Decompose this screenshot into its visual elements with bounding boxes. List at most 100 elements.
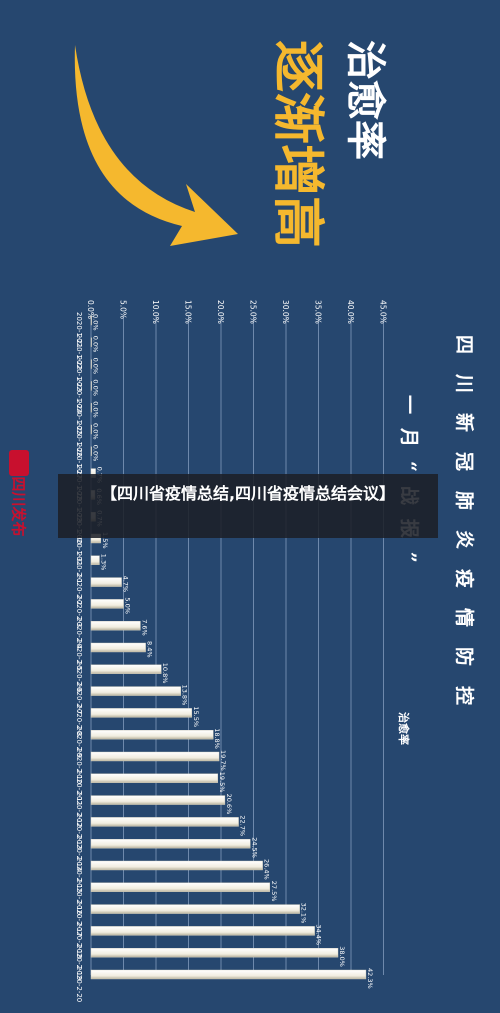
bar <box>90 555 100 565</box>
data-label: 20.6% <box>225 794 233 815</box>
category-label: 2020-1-25 <box>75 399 83 435</box>
banner-line-2: 逐渐增高 <box>267 40 328 248</box>
bar <box>90 424 92 435</box>
bar <box>90 948 339 958</box>
data-label: 4.7% <box>122 576 130 593</box>
category-label: 2020-2-1 <box>75 552 83 584</box>
category-label: 2020-2-4 <box>75 617 83 649</box>
banner: 治愈率 逐渐增高 <box>74 40 389 248</box>
category-label: 2020-1-21 <box>75 312 83 348</box>
data-label: 7.6% <box>140 619 148 636</box>
category-label: 2020-2-3 <box>75 595 83 627</box>
data-label: 38.0% <box>338 946 346 967</box>
bar <box>90 751 220 762</box>
bar <box>90 882 270 892</box>
bars <box>90 315 367 980</box>
category-label: 2020-2-20 <box>75 966 83 1002</box>
tick-label: 25.0% <box>249 300 258 324</box>
bar <box>90 773 218 783</box>
data-label: 27.5% <box>270 881 278 902</box>
data-label: 0.0% <box>92 336 100 353</box>
data-label: 26.4% <box>263 859 271 880</box>
brand-logo-icon <box>9 450 29 476</box>
category-label: 2020-2-18 <box>75 922 83 958</box>
bar <box>90 839 251 849</box>
category-label: 2020-2-8 <box>75 704 83 736</box>
bar <box>90 446 92 456</box>
headline-caption: 【四川省疫情总结,四川省疫情总结会议】 <box>58 474 438 538</box>
data-label: 0.0% <box>92 379 100 396</box>
category-label: 2020-2-10 <box>75 748 83 784</box>
bar <box>90 730 214 740</box>
data-label: 18.8% <box>213 728 221 749</box>
tick-label: 20.0% <box>216 300 225 324</box>
tick-label: 0.0% <box>86 300 95 319</box>
tick-label: 40.0% <box>346 300 355 324</box>
category-label: 2020-2-19 <box>75 944 83 980</box>
category-label: 2020-2-11 <box>75 770 83 806</box>
tick-label: 35.0% <box>314 300 323 324</box>
category-label: 2020-2-17 <box>75 901 83 937</box>
data-label: 1.3% <box>99 554 107 571</box>
data-label: 0.0% <box>92 314 100 331</box>
axis-ticks: 0.0% 5.0% 10.0% 15.0% 20.0% 25.0% 30.0% 35.0% 40… <box>86 300 388 324</box>
banner-line-1: 治愈率 <box>342 40 389 160</box>
bar <box>90 599 124 609</box>
data-label: 0.0% <box>92 423 100 440</box>
data-label: 42.3% <box>366 968 374 989</box>
data-label: 10.8% <box>161 663 169 684</box>
bar <box>90 621 141 631</box>
brand: 四川发布 <box>6 446 32 566</box>
bar <box>90 860 263 871</box>
category-label: 2020-2-15 <box>75 857 83 893</box>
data-label: 13.8% <box>181 685 189 706</box>
category-label: 2020-2-12 <box>75 792 83 828</box>
bar <box>90 642 146 653</box>
data-label: 32.1% <box>300 903 308 924</box>
data-label: 8.4% <box>146 641 154 658</box>
category-label: 2020-1-31 <box>75 530 83 566</box>
category-label: 2020-2-9 <box>75 726 83 758</box>
bar <box>90 381 92 391</box>
bar <box>90 664 162 674</box>
tick-label: 5.0% <box>119 300 128 319</box>
bar <box>90 708 192 718</box>
category-label: 2020-2-16 <box>75 879 83 916</box>
category-label: 2020-2-5 <box>75 639 83 671</box>
category-labels: 2020-1-212020-1-222020-1-232020-1-242020… <box>75 312 83 1002</box>
data-label: 0.0% <box>92 445 100 462</box>
data-label: 1.5% <box>101 532 109 549</box>
category-label: 2020-2-13 <box>75 813 83 849</box>
brand-text: 四川发布 <box>9 475 28 537</box>
bar <box>90 577 122 587</box>
bar <box>90 686 181 696</box>
data-label: 15.5% <box>192 706 200 727</box>
tick-label: 30.0% <box>281 300 290 324</box>
bar <box>90 337 92 347</box>
category-label: 2020-1-22 <box>75 334 83 370</box>
tick-label: 15.0% <box>184 300 193 324</box>
bar <box>90 904 300 914</box>
tick-label: 10.0% <box>151 300 160 324</box>
data-label: 0.0% <box>92 401 100 418</box>
bar <box>90 359 92 369</box>
data-label: 5.0% <box>124 597 132 614</box>
category-label: 2020-2-2 <box>75 574 83 606</box>
data-label: 0.0% <box>92 358 100 375</box>
data-labels: 0.0%0.0%0.0%0.0%0.0%0.0%0.0%0.7%0.6%0.7%… <box>92 314 374 989</box>
data-label: 19.7% <box>219 750 227 771</box>
data-label: 24.5% <box>250 837 258 858</box>
bar <box>90 403 92 413</box>
curved-arrow-icon <box>74 45 239 246</box>
bar <box>90 817 239 827</box>
category-label: 2020-1-23 <box>75 356 83 392</box>
category-label: 2020-1-24 <box>75 377 83 414</box>
bar <box>90 969 367 980</box>
data-label: 34.4% <box>315 924 323 945</box>
bar <box>90 926 315 936</box>
tick-label: 45.0% <box>379 300 388 324</box>
category-label: 2020-2-14 <box>75 835 83 872</box>
category-label: 2020-1-27 <box>75 443 83 479</box>
legend-label: 治愈率 <box>397 712 411 745</box>
